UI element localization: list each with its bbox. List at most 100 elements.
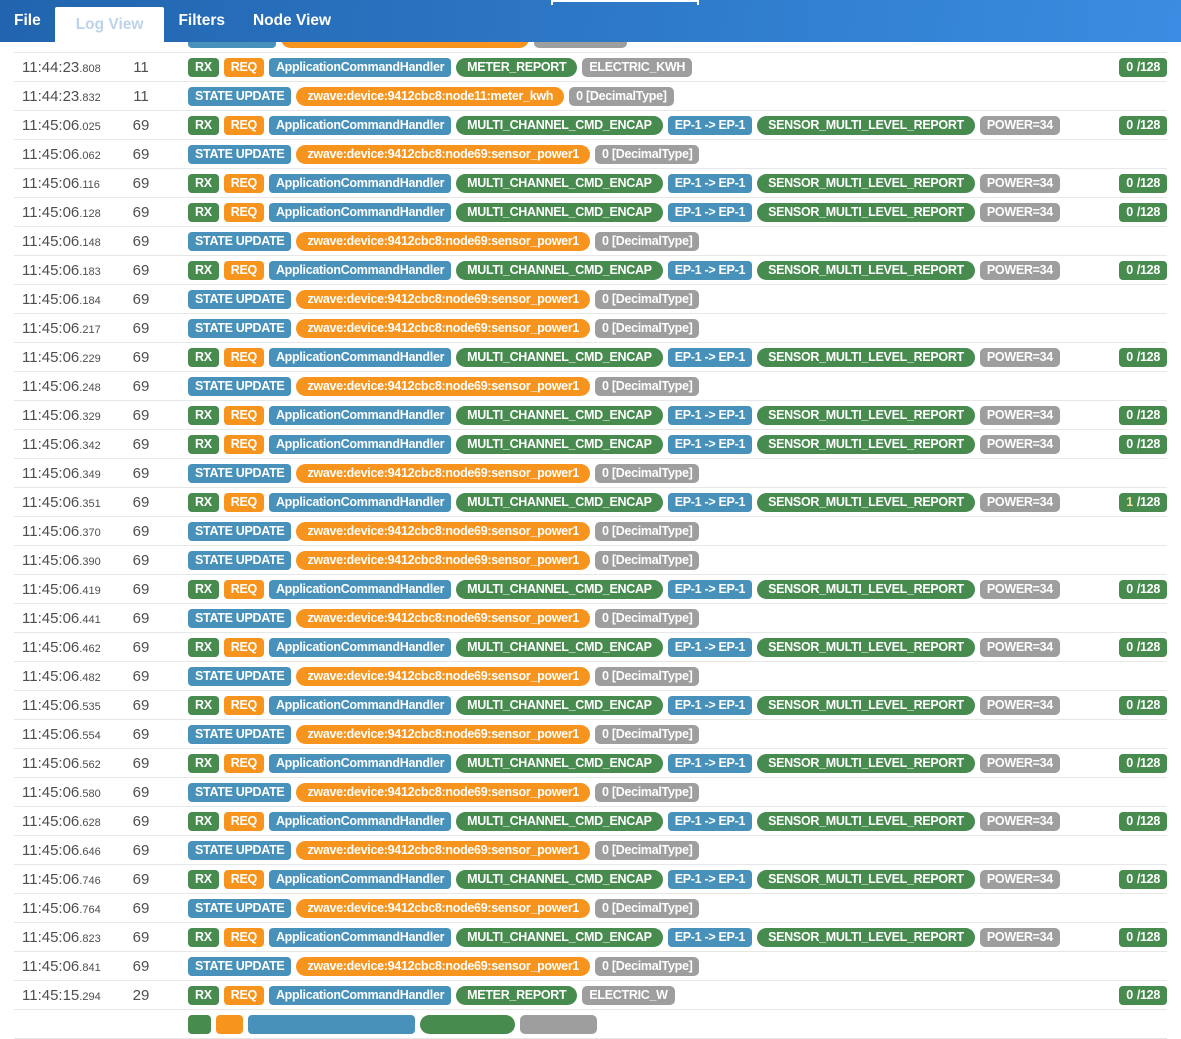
- rssi-count-badge: 0/128: [1119, 869, 1167, 889]
- badge-state-update: STATE UPDATE: [188, 898, 292, 918]
- badge-0-decimaltype: 0 [DecimalType]: [595, 898, 700, 918]
- log-row[interactable]: 11:44:23.832 11 STATE UPDATE zwave:device:9…: [14, 82, 1167, 111]
- node-id: 69: [132, 667, 150, 685]
- log-row[interactable]: 11:45:06.764 69 STATE UPDATE zwave:device:9…: [14, 894, 1167, 923]
- badge-0-decimaltype: 0 [DecimalType]: [595, 956, 700, 976]
- badge-rx: RX: [188, 434, 219, 454]
- tab-node-view[interactable]: Node View: [239, 0, 345, 42]
- badge-sensor-multi-level-report: SENSOR_MULTI_LEVEL_REPORT: [757, 927, 975, 947]
- badge-group: RX REQ ApplicationCommandHandler MULTI_CHAN…: [188, 695, 1060, 715]
- badge-ep-1-ep-1: EP-1 -> EP-1: [667, 202, 753, 222]
- top-edge-outline: [551, 0, 699, 5]
- log-row[interactable]: 11:45:15.294 29 RX REQ ApplicationCommandHan…: [14, 981, 1167, 1010]
- log-row[interactable]: 11:45:06.628 69 RX REQ ApplicationCommandHan…: [14, 807, 1167, 836]
- rssi-count-badge: 0/128: [1119, 811, 1167, 831]
- tab-file[interactable]: File: [0, 0, 55, 42]
- log-list: 11:44:23.808 11 RX REQ ApplicationCommandHan…: [0, 24, 1181, 1039]
- log-row[interactable]: 11:45:06.535 69 RX REQ ApplicationCommandHan…: [14, 691, 1167, 720]
- badge-group: RX REQ ApplicationCommandHandler MULTI_CHAN…: [188, 869, 1060, 889]
- badge-ep-1-ep-1: EP-1 -> EP-1: [667, 260, 753, 280]
- node-id: 69: [132, 232, 150, 250]
- badge-rx: RX: [188, 695, 219, 715]
- badge-sensor-multi-level-report: SENSOR_MULTI_LEVEL_REPORT: [757, 753, 975, 773]
- log-row[interactable]: 11:45:06.419 69 RX REQ ApplicationCommandHan…: [14, 575, 1167, 604]
- log-row[interactable]: 11:45:06.184 69 STATE UPDATE zwave:device:9…: [14, 285, 1167, 314]
- timestamp: 11:45:06.823: [22, 928, 101, 946]
- badge-group: STATE UPDATE zwave:device:9412cbc8:node11…: [188, 86, 674, 106]
- badge-applicationcommandhandler: ApplicationCommandHandler: [268, 173, 452, 193]
- badge-sensor-multi-level-report: SENSOR_MULTI_LEVEL_REPORT: [757, 173, 975, 193]
- badge-group: RX REQ ApplicationCommandHandler MULTI_CHAN…: [188, 492, 1060, 512]
- badge-applicationcommandhandler: ApplicationCommandHandler: [268, 260, 452, 280]
- log-row[interactable]: 11:45:06.148 69 STATE UPDATE zwave:device:9…: [14, 227, 1167, 256]
- timestamp: 11:45:06.116: [22, 174, 100, 192]
- log-row[interactable]: 11:45:06.646 69 STATE UPDATE zwave:device:9…: [14, 836, 1167, 865]
- log-row[interactable]: 11:45:06.217 69 STATE UPDATE zwave:device:9…: [14, 314, 1167, 343]
- badge-multi-channel-cmd-encap: MULTI_CHANNEL_CMD_ENCAP: [456, 434, 663, 454]
- badge-zwave-device-9412cbc8-node69-sensor-power1: zwave:device:9412cbc8:node69:sensor_powe…: [296, 840, 591, 860]
- badge-0-decimaltype: 0 [DecimalType]: [595, 231, 700, 251]
- log-row[interactable]: 11:45:06.580 69 STATE UPDATE zwave:device:9…: [14, 778, 1167, 807]
- badge-electric-w: ELECTRIC_W: [582, 985, 675, 1005]
- log-row[interactable]: 11:45:06.349 69 STATE UPDATE zwave:device:9…: [14, 459, 1167, 488]
- tab-file-label: File: [14, 12, 41, 29]
- badge-rx: RX: [188, 579, 219, 599]
- log-row[interactable]: 11:45:06.390 69 STATE UPDATE zwave:device:9…: [14, 546, 1167, 575]
- node-id: 69: [132, 174, 150, 192]
- badge-group: STATE UPDATE zwave:device:9412cbc8:node69…: [188, 144, 700, 164]
- badge-state-update: STATE UPDATE: [188, 521, 292, 541]
- badge-zwave-device-9412cbc8-node69-sensor-power1: zwave:device:9412cbc8:node69:sensor_powe…: [296, 463, 591, 483]
- log-row[interactable]: 11:45:06.562 69 RX REQ ApplicationCommandHan…: [14, 749, 1167, 778]
- log-row[interactable]: 11:45:06.482 69 STATE UPDATE zwave:device:9…: [14, 662, 1167, 691]
- log-row[interactable]: 11:45:06.248 69 STATE UPDATE zwave:device:9…: [14, 372, 1167, 401]
- rssi-count-badge: 0/128: [1119, 202, 1167, 222]
- tab-log-view[interactable]: Log View: [54, 7, 165, 42]
- timestamp: 11:45:06.025: [22, 116, 101, 134]
- log-row[interactable]: 11:45:06.841 69 STATE UPDATE zwave:device:9…: [14, 952, 1167, 981]
- badge-meter-report: METER_REPORT: [456, 985, 578, 1005]
- badge-power-34: POWER=34: [979, 695, 1060, 715]
- log-row[interactable]: 11:45:06.062 69 STATE UPDATE zwave:device:9…: [14, 140, 1167, 169]
- badge-applicationcommandhandler: ApplicationCommandHandler: [268, 115, 452, 135]
- log-row[interactable]: 11:45:06.342 69 RX REQ ApplicationCommandHan…: [14, 430, 1167, 459]
- log-row[interactable]: 11:45:06.128 69 RX REQ ApplicationCommandHan…: [14, 198, 1167, 227]
- log-row[interactable]: 11:45:06.329 69 RX REQ ApplicationCommandHan…: [14, 401, 1167, 430]
- badge-multi-channel-cmd-encap: MULTI_CHANNEL_CMD_ENCAP: [456, 173, 663, 193]
- badge-group: RX REQ ApplicationCommandHandler MULTI_CHAN…: [188, 637, 1060, 657]
- badge-multi-channel-cmd-encap: MULTI_CHANNEL_CMD_ENCAP: [456, 869, 663, 889]
- badge-req: REQ: [223, 173, 264, 193]
- badge-group: STATE UPDATE zwave:device:9412cbc8:node69…: [188, 956, 700, 976]
- timestamp: 11:45:06.841: [22, 957, 101, 975]
- log-row[interactable]: 11:45:06.554 69 STATE UPDATE zwave:device:9…: [14, 720, 1167, 749]
- badge-multi-channel-cmd-encap: MULTI_CHANNEL_CMD_ENCAP: [456, 579, 663, 599]
- log-row[interactable]: 11:45:06.116 69 RX REQ ApplicationCommandHan…: [14, 169, 1167, 198]
- log-row[interactable]: 11:45:06.183 69 RX REQ ApplicationCommandHan…: [14, 256, 1167, 285]
- badge-group: RX REQ ApplicationCommandHandler MULTI_CHAN…: [188, 753, 1060, 773]
- timestamp: 11:45:06.646: [22, 841, 101, 859]
- badge-group: RX REQ ApplicationCommandHandler MULTI_CHAN…: [188, 927, 1060, 947]
- tab-filters[interactable]: Filters: [164, 0, 239, 42]
- badge-power-34: POWER=34: [979, 637, 1060, 657]
- log-row[interactable]: 11:45:06.351 69 RX REQ ApplicationCommandHan…: [14, 488, 1167, 517]
- badge-clipped: [520, 1014, 597, 1034]
- log-row[interactable]: 11:45:06.823 69 RX REQ ApplicationCommandHan…: [14, 923, 1167, 952]
- badge-zwave-device-9412cbc8-node69-sensor-power1: zwave:device:9412cbc8:node69:sensor_powe…: [296, 608, 591, 628]
- badge-state-update: STATE UPDATE: [188, 231, 292, 251]
- badge-sensor-multi-level-report: SENSOR_MULTI_LEVEL_REPORT: [757, 637, 975, 657]
- log-row[interactable]: 11:44:23.808 11 RX REQ ApplicationCommandHan…: [14, 53, 1167, 82]
- log-row[interactable]: 11:45:06.746 69 RX REQ ApplicationCommandHan…: [14, 865, 1167, 894]
- badge-0-decimaltype: 0 [DecimalType]: [595, 144, 700, 164]
- badge-req: REQ: [223, 115, 264, 135]
- node-id: 69: [132, 145, 150, 163]
- log-row[interactable]: 11:45:06.441 69 STATE UPDATE zwave:device:9…: [14, 604, 1167, 633]
- badge-multi-channel-cmd-encap: MULTI_CHANNEL_CMD_ENCAP: [456, 637, 663, 657]
- badge-sensor-multi-level-report: SENSOR_MULTI_LEVEL_REPORT: [757, 405, 975, 425]
- badge-group: STATE UPDATE zwave:device:9412cbc8:node69…: [188, 724, 700, 744]
- badge-multi-channel-cmd-encap: MULTI_CHANNEL_CMD_ENCAP: [456, 811, 663, 831]
- log-row[interactable]: 11:45:06.229 69 RX REQ ApplicationCommandHan…: [14, 343, 1167, 372]
- log-row-partial[interactable]: [14, 1010, 1167, 1039]
- log-row[interactable]: 11:45:06.025 69 RX REQ ApplicationCommandHan…: [14, 111, 1167, 140]
- log-row[interactable]: 11:45:06.462 69 RX REQ ApplicationCommandHan…: [14, 633, 1167, 662]
- log-row[interactable]: 11:45:06.370 69 STATE UPDATE zwave:device:9…: [14, 517, 1167, 546]
- timestamp: 11:45:06.148: [22, 232, 101, 250]
